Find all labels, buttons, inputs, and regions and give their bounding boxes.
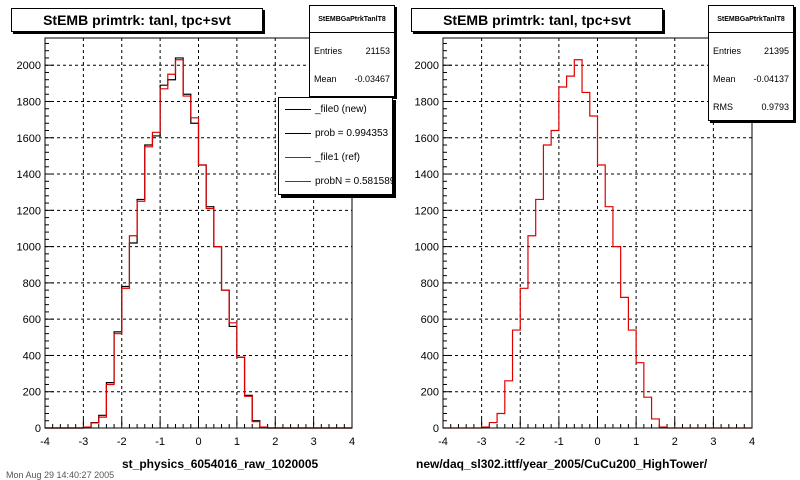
right-x-tick-label: -1: [554, 436, 564, 448]
stats-label: Entries: [314, 46, 343, 56]
right-stats-mean: Mean -0.04137: [713, 74, 789, 84]
left-legend: _file0 (new) prob = 0.994353 _file1 (ref…: [278, 97, 393, 195]
left-stats-name: StEMBGaPtrkTanlT8: [310, 6, 394, 33]
right-x-tick-label: 4: [749, 436, 755, 448]
stats-label: Mean: [713, 74, 736, 84]
left-x-tick-label: -4: [40, 436, 50, 448]
left-x-tick-label: -3: [78, 436, 88, 448]
right-stats-box: StEMBGaPtrkTanlT8 Entries 21395 Mean -0.…: [708, 5, 794, 121]
right-chart-title: StEMB primtrk: tanl, tpc+svt: [411, 8, 663, 32]
right-series-1-histogram: [443, 59, 752, 429]
right-x-tick-label: 1: [633, 436, 639, 448]
right-y-tick-label: 800: [421, 278, 439, 290]
right-y-tick-label: 1400: [415, 169, 439, 181]
left-x-tick-label: 3: [311, 436, 317, 448]
left-stats-box: StEMBGaPtrkTanlT8 Entries 21153 Mean -0.…: [309, 5, 395, 97]
right-stats-rms: RMS 0.9793: [713, 102, 789, 112]
left-x-axis-label: st_physics_6054016_raw_1020005: [122, 457, 319, 471]
left-x-tick-label: -1: [155, 436, 165, 448]
right-x-axis-label: new/daq_sl302.ittf/year_2005/CuCu200_Hig…: [416, 457, 708, 471]
right-y-tick-label: 0: [433, 423, 439, 435]
right-stats-name: StEMBGaPtrkTanlT8: [709, 6, 793, 33]
right-y-tick-label: 2000: [415, 60, 439, 72]
right-plot-frame: [442, 37, 753, 429]
legend-line: [285, 181, 311, 182]
left-y-tick-label: 1000: [17, 242, 41, 254]
footer-timestamp: Mon Aug 29 14:40:27 2005: [6, 470, 115, 480]
left-y-tick-label: 600: [23, 314, 41, 326]
legend-text: _file1 (ref): [315, 152, 361, 163]
left-x-tick-label: 4: [349, 436, 355, 448]
legend-line: [285, 133, 311, 134]
left-x-tick-label: -2: [117, 436, 127, 448]
right-stats-entries: Entries 21395: [713, 46, 789, 56]
left-series-2-histogram: [45, 59, 352, 429]
right-x-tick-label: -2: [515, 436, 525, 448]
legend-entry: prob = 0.994353: [279, 122, 392, 146]
left-y-tick-label: 800: [23, 278, 41, 290]
legend-line: [285, 157, 311, 158]
left-y-tick-label: 0: [35, 423, 41, 435]
left-stats-entries: Entries 21153: [314, 46, 390, 56]
right-y-tick-label: 1600: [415, 133, 439, 145]
right-x-tick-label: 2: [672, 436, 678, 448]
stats-label: RMS: [713, 102, 733, 112]
left-y-tick-label: 2000: [17, 60, 41, 72]
right-x-tick-label: 0: [594, 436, 600, 448]
stats-value: 21395: [763, 46, 789, 56]
left-plot-frame: [44, 37, 353, 429]
right-y-tick-label: 1000: [415, 242, 439, 254]
left-x-tick-label: 2: [272, 436, 278, 448]
stats-value: 0.9793: [761, 102, 789, 112]
left-y-tick-label: 1200: [17, 205, 41, 217]
stats-value: -0.03467: [354, 74, 390, 84]
left-stats-mean: Mean -0.03467: [314, 74, 390, 84]
legend-entry: _file0 (new): [279, 98, 392, 122]
right-y-tick-label: 1800: [415, 96, 439, 108]
right-y-tick-label: 1200: [415, 205, 439, 217]
legend-line: [285, 109, 311, 110]
left-y-tick-label: 1600: [17, 133, 41, 145]
right-y-tick-label: 400: [421, 350, 439, 362]
right-x-tick-label: 3: [710, 436, 716, 448]
left-y-tick-label: 200: [23, 387, 41, 399]
legend-text: prob = 0.994353: [315, 128, 389, 139]
right-x-tick-label: -3: [477, 436, 487, 448]
left-x-tick-label: 0: [195, 436, 201, 448]
stats-value: 21153: [365, 46, 390, 56]
left-y-tick-label: 1400: [17, 169, 41, 181]
left-chart-title: StEMB primtrk: tanl, tpc+svt: [11, 8, 263, 32]
stats-label: Mean: [314, 74, 337, 84]
legend-text: _file0 (new): [315, 104, 367, 115]
left-x-tick-label: 1: [234, 436, 240, 448]
legend-entry: probN = 0.581589: [279, 170, 392, 194]
legend-text: probN = 0.581589: [315, 176, 393, 187]
right-x-tick-label: -4: [438, 436, 448, 448]
legend-entry: _file1 (ref): [279, 146, 392, 170]
left-y-tick-label: 1800: [17, 96, 41, 108]
right-y-tick-label: 600: [421, 314, 439, 326]
stats-value: -0.04137: [753, 74, 789, 84]
left-y-tick-label: 400: [23, 350, 41, 362]
stats-label: Entries: [713, 46, 742, 56]
right-y-tick-label: 200: [421, 387, 439, 399]
